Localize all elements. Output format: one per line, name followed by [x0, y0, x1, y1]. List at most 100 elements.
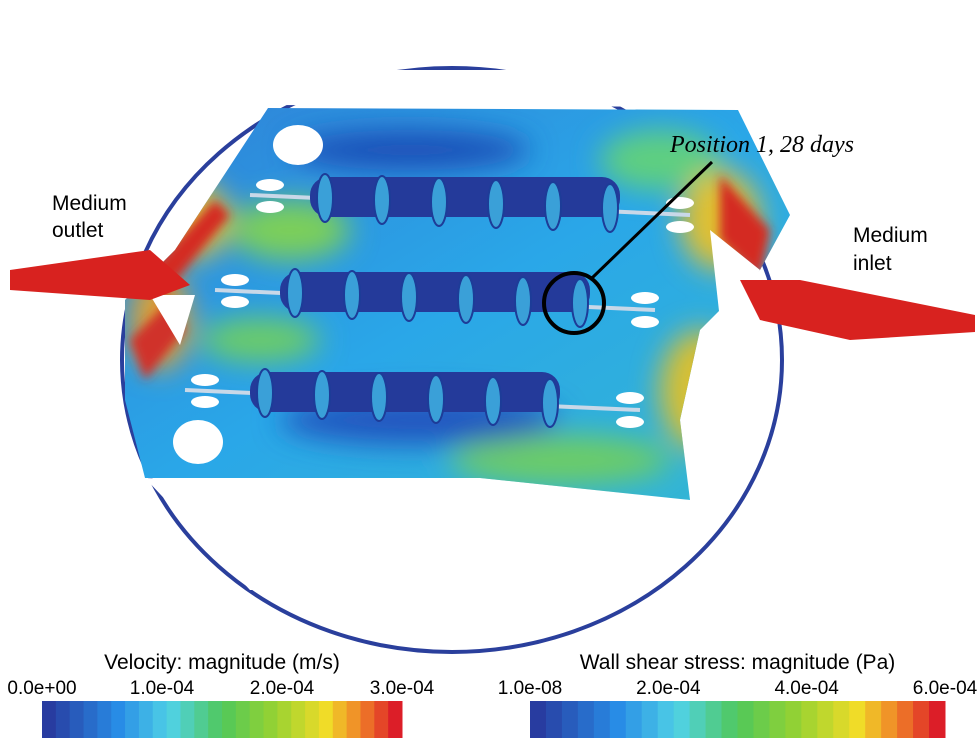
colorbar-step [609, 701, 627, 738]
colorbar-step [346, 701, 361, 738]
colorbar-step [125, 701, 140, 738]
colorbar-step [318, 701, 334, 738]
disc [487, 179, 505, 229]
colorbar-tick-label: 2.0e-04 [250, 678, 315, 699]
colorbar-step [785, 701, 802, 738]
hole [616, 416, 644, 428]
colorbar-step [69, 701, 85, 738]
cylinder [250, 372, 560, 412]
colorbar-step [97, 701, 112, 738]
colorbar-step [360, 701, 375, 738]
hole [631, 316, 659, 328]
colorbar-step [180, 701, 195, 738]
colorbar-tick-label: 6.0e-04 [913, 678, 978, 699]
chamber-wall [120, 66, 784, 654]
colorbar-step [166, 701, 181, 738]
colorbar-step [235, 701, 251, 738]
colorbar-step [865, 701, 882, 738]
colorbar-step [593, 701, 611, 738]
disc [316, 173, 334, 223]
colorbar-step [913, 701, 930, 738]
inlet-label: Medium [853, 224, 928, 247]
hole [221, 274, 249, 286]
colorbars: Velocity: magnitude (m/s) 0.0e+00 1.0e-04 2… [7, 651, 978, 738]
colorbar-step [208, 701, 223, 738]
hole [666, 221, 694, 233]
colorbar-title: Wall shear stress: magnitude (Pa) [580, 651, 896, 674]
colorbar-step [657, 701, 675, 738]
scaffold-rows [184, 173, 694, 428]
inlet-channel [740, 280, 975, 340]
colorbar-tick-label: 3.0e-04 [370, 678, 435, 699]
disc [343, 270, 361, 320]
colorbar-step [249, 701, 265, 738]
colorbar-step [625, 701, 643, 738]
colorbar-step [530, 701, 547, 738]
ports [145, 70, 760, 590]
disc [370, 372, 388, 422]
disc [571, 278, 589, 328]
colorbar-step [388, 701, 403, 738]
colorbar-tick-label: 2.0e-04 [636, 678, 701, 699]
hole [616, 392, 644, 404]
colorbar-step [769, 701, 786, 738]
colorbar-step [194, 701, 209, 738]
disc [256, 368, 274, 418]
inlet-label: inlet [853, 252, 892, 275]
colorbar-step [374, 701, 389, 738]
colorbar-step [929, 701, 946, 738]
hole [221, 296, 249, 308]
disc [457, 274, 475, 324]
colorbar-step [721, 701, 738, 738]
colorbar-step [833, 701, 850, 738]
disc [601, 183, 619, 233]
disc [313, 370, 331, 420]
colorbar-step [42, 701, 57, 738]
colorbar-step [737, 701, 754, 738]
colorbar-step [673, 701, 691, 738]
disc [286, 268, 304, 318]
disc [427, 374, 445, 424]
colorbar-tick-label: 1.0e-08 [498, 678, 562, 699]
colorbar-step [705, 701, 723, 738]
colorbar-step [849, 701, 866, 738]
colorbar-step [222, 701, 237, 738]
hole [631, 292, 659, 304]
colorbar-title: Velocity: magnitude (m/s) [104, 651, 340, 674]
colorbar-step [277, 701, 292, 738]
hole [256, 201, 284, 213]
colorbar-step [111, 701, 126, 738]
hole [256, 179, 284, 191]
colorbar-step [881, 701, 898, 738]
colorbar-step [138, 701, 154, 738]
disc [541, 378, 559, 428]
colorbar-step [332, 701, 348, 738]
colorbar-step [291, 701, 306, 738]
disc [430, 177, 448, 227]
colorbar-step [753, 701, 770, 738]
disc [544, 181, 562, 231]
colorbar-step [801, 701, 818, 738]
leader-line [590, 160, 714, 280]
colorbar-tick-label: 4.0e-04 [774, 678, 839, 699]
outlet-label: outlet [52, 219, 104, 242]
colorbar-tick-label: 1.0e-04 [130, 678, 195, 699]
disc [400, 272, 418, 322]
colorbar-step [83, 701, 98, 738]
colorbar-tick-label: 0.0e+00 [7, 678, 76, 699]
colorbar-step [641, 701, 659, 738]
colorbar-step [152, 701, 168, 738]
colorbar-step [817, 701, 834, 738]
position-label: Position 1, 28 days [669, 132, 854, 158]
hole [191, 396, 219, 408]
outlet-label: Medium [52, 192, 127, 215]
disc [484, 376, 502, 426]
colorbar-step [577, 701, 595, 738]
colorbar-step [561, 701, 579, 738]
colorbar-step [689, 701, 707, 738]
colorbar-step [263, 701, 278, 738]
cylinder [310, 177, 620, 217]
colorbar-step [897, 701, 914, 738]
colorbar-step [305, 701, 320, 738]
